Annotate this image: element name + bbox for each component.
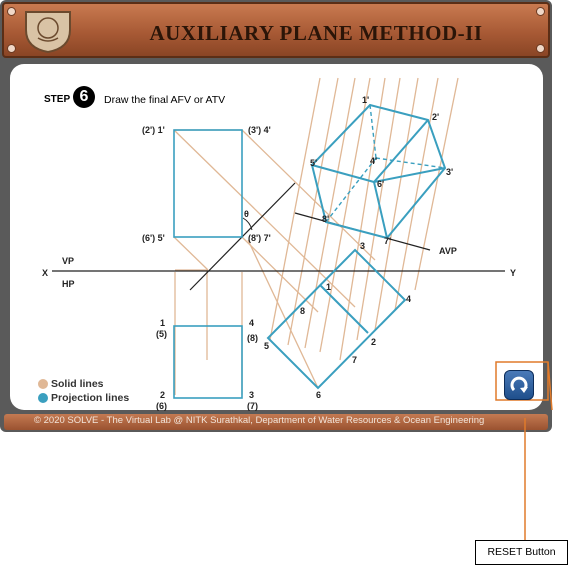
label-tv-bl-bot: (6) (156, 401, 167, 411)
reset-icon (510, 376, 528, 393)
callout-lines (495, 361, 553, 540)
label-aux-fv-1: 1' (362, 95, 369, 105)
solid-lines-legend-icon (38, 379, 48, 389)
rivet-icon (536, 7, 545, 16)
label-tv-tr-top: 4 (249, 318, 254, 328)
legend-projection-lines: Projection lines (51, 392, 130, 404)
label-tv-bl-top: 2 (160, 390, 165, 400)
label-aux-fv-6: 6' (377, 179, 384, 189)
label-fv-br: (8') 7' (248, 233, 271, 243)
label-vp: VP (62, 256, 74, 266)
rivet-icon (7, 44, 16, 53)
label-tv-tl-bot: (5) (156, 329, 167, 339)
aux-front-view (310, 103, 447, 240)
step-number-badge: 6 (73, 86, 95, 108)
label-aux-tv-3: 3 (360, 241, 365, 251)
label-fv-tl: (2') 1' (142, 125, 165, 135)
label-aux-tv-2: 2 (371, 337, 376, 347)
label-x: X (42, 268, 48, 278)
footer-bar: © 2020 SOLVE - The Virtual Lab @ NITK Su… (4, 414, 548, 430)
label-tv-tl-top: 1 (160, 318, 165, 328)
label-aux-tv-4: 4 (406, 294, 411, 304)
aux-top-view (266, 248, 407, 390)
label-aux-fv-4: 4' (370, 156, 377, 166)
label-fv-bl: (6') 5' (142, 233, 165, 243)
institute-logo-icon (25, 11, 71, 54)
step-instruction: Draw the final AFV or ATV (104, 94, 226, 106)
label-aux-fv-8: 8' (322, 214, 329, 224)
label-aux-fv-2: 2' (432, 112, 439, 122)
reset-button-callout: RESET Button (475, 540, 568, 565)
reference-lines (52, 182, 505, 291)
label-tv-br-bot: (7) (247, 401, 258, 411)
front-view-rect (173, 129, 243, 238)
app-frame: AUXILIARY PLANE METHOD-II © 2020 SOLVE -… (0, 0, 552, 432)
label-aux-tv-5: 5 (264, 341, 269, 351)
label-tv-tr-bot: (8) (247, 333, 258, 343)
projection-lines-legend-icon (38, 393, 48, 403)
label-avp: AVP (439, 246, 457, 256)
label-aux-fv-5: 5' (310, 158, 317, 168)
reset-button[interactable] (504, 370, 534, 400)
header-bar: AUXILIARY PLANE METHOD-II (2, 2, 550, 58)
page-title: AUXILIARY PLANE METHOD-II (149, 21, 483, 45)
top-view-rect (173, 325, 243, 399)
label-aux-fv-7: 7' (384, 236, 391, 246)
legend-solid-lines: Solid lines (51, 378, 104, 390)
label-hp: HP (62, 279, 75, 289)
label-aux-fv-3: 3' (446, 167, 453, 177)
label-theta: θ (244, 209, 249, 219)
drawing-canvas (10, 64, 543, 410)
label-tv-br-top: 3 (249, 390, 254, 400)
label-aux-tv-8: 8 (300, 306, 305, 316)
step-label: STEP (44, 94, 71, 105)
label-aux-tv-7: 7 (352, 355, 357, 365)
rivet-icon (536, 44, 545, 53)
label-fv-tr: (3') 4' (248, 125, 271, 135)
label-y: Y (510, 268, 516, 278)
copyright-text: © 2020 SOLVE - The Virtual Lab @ NITK Su… (34, 415, 485, 426)
rivet-icon (7, 7, 16, 16)
angle-arc (242, 217, 253, 231)
label-aux-tv-1: 1 (326, 282, 331, 292)
hidden-edges (325, 104, 446, 223)
label-aux-tv-6: 6 (316, 390, 321, 400)
